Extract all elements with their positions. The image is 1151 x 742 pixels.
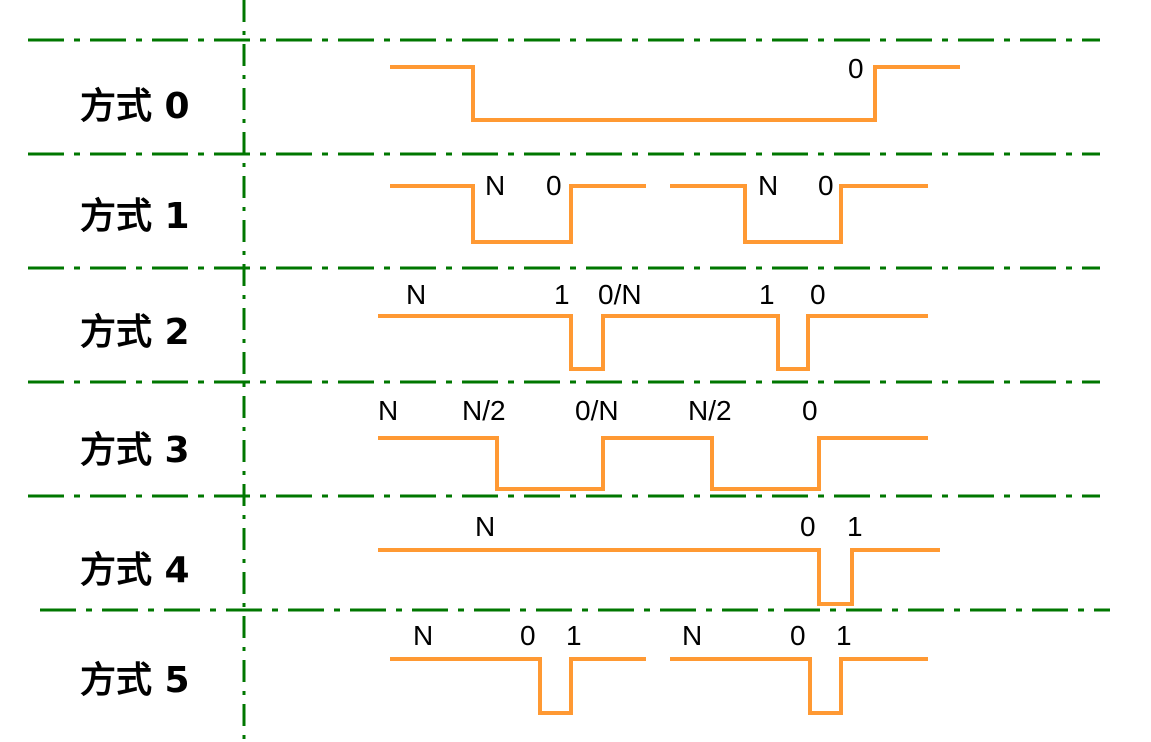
mode-0-waveform bbox=[390, 65, 960, 122]
mode-2-annotation: N bbox=[406, 279, 426, 310]
mode-4-annotation: 1 bbox=[847, 511, 863, 542]
mode-1-waveform-a bbox=[390, 184, 646, 244]
mode-5-annotation: N bbox=[413, 620, 433, 651]
mode-4-label: 方式 4 bbox=[80, 550, 190, 591]
mode-5-waveform-b bbox=[670, 657, 928, 715]
mode-5-annotation: N bbox=[682, 620, 702, 651]
mode-5-annotation: 1 bbox=[836, 620, 852, 651]
mode-3-waveform bbox=[378, 436, 928, 491]
mode-3-label: 方式 3 bbox=[80, 430, 190, 471]
row-separators bbox=[28, 38, 1110, 612]
mode-1-annotation: N bbox=[485, 170, 505, 201]
mode-2-label: 方式 2 bbox=[80, 312, 190, 353]
mode-3-annotation: N/2 bbox=[462, 395, 506, 426]
mode-1-waveform-b bbox=[670, 184, 928, 244]
mode-1-annotation: 0 bbox=[546, 170, 562, 201]
mode-5-annotation: 0 bbox=[520, 620, 536, 651]
mode-2-annotation: 1 bbox=[554, 279, 570, 310]
waveform-annotations: 0 N 0 N 0 N 1 0/N 1 0 N N/2 0/N N/2 0 N … bbox=[378, 53, 864, 651]
mode-1-annotation: 0 bbox=[818, 170, 834, 201]
mode-1-annotation: N bbox=[758, 170, 778, 201]
mode-2-annotation: 0 bbox=[810, 279, 826, 310]
mode-2-waveform bbox=[378, 314, 928, 371]
mode-3-annotation: 0 bbox=[802, 395, 818, 426]
mode-3-annotation: N/2 bbox=[688, 395, 732, 426]
mode-2-annotation: 1 bbox=[759, 279, 775, 310]
mode-4-waveform bbox=[378, 548, 940, 606]
mode-0-annotation: 0 bbox=[848, 53, 864, 84]
mode-4-annotation: 0 bbox=[800, 511, 816, 542]
mode-3-annotation: N bbox=[378, 395, 398, 426]
mode-5-annotation: 1 bbox=[566, 620, 582, 651]
mode-1-label: 方式 1 bbox=[80, 196, 190, 237]
mode-5-label: 方式 5 bbox=[80, 660, 190, 701]
mode-2-annotation: 0/N bbox=[598, 279, 642, 310]
waveforms bbox=[378, 65, 960, 715]
mode-5-annotation: 0 bbox=[790, 620, 806, 651]
mode-4-annotation: N bbox=[475, 511, 495, 542]
mode-5-waveform-a bbox=[390, 657, 646, 715]
mode-3-annotation: 0/N bbox=[575, 395, 619, 426]
mode-0-label: 方式 0 bbox=[80, 86, 190, 127]
